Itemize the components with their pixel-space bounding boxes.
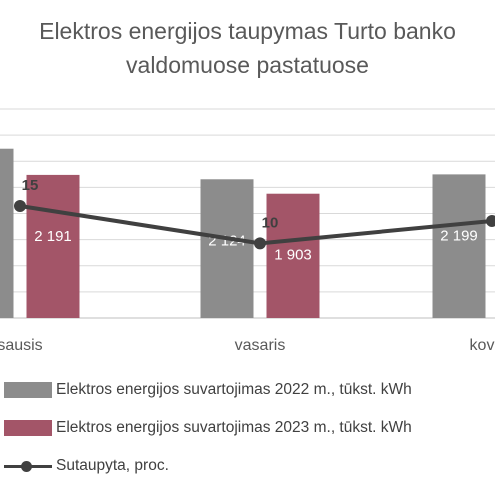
- chart-title-line-2: valdomuose pastatuose: [126, 52, 369, 78]
- bar-data-label: 2 191: [34, 228, 72, 245]
- savings-data-label: 15: [22, 177, 39, 194]
- legend-swatch-2022: [4, 382, 52, 398]
- savings-data-label: 10: [262, 214, 279, 231]
- savings-point-sausis: [14, 200, 26, 213]
- chart-title-line-1: Elektros energijos taupymas Turto banko: [39, 18, 456, 44]
- bar-data-label: 1 903: [274, 247, 312, 264]
- legend-item-savings: Sutaupyta, proc.: [4, 454, 169, 478]
- legend-label-2022: Elektros energijos suvartojimas 2022 m.,…: [56, 381, 412, 398]
- legend-label-savings: Sutaupyta, proc.: [56, 457, 169, 474]
- legend-marker-savings: [4, 458, 52, 474]
- bar-kovas-series-1: [432, 174, 486, 318]
- savings-line: [19, 204, 493, 246]
- legend-item-2022: Elektros energijos suvartojimas 2022 m.,…: [4, 378, 412, 402]
- x-tick-label: sausis: [0, 337, 43, 354]
- savings-point-kovas: [486, 214, 495, 227]
- bar-sausis-series-2: [26, 174, 80, 318]
- bar-sausis-series-1: [0, 148, 14, 318]
- bar-vasaris-series-2: [266, 193, 320, 318]
- legend-label-2023: Elektros energijos suvartojimas 2023 m.,…: [56, 419, 412, 436]
- x-tick-label: kov: [470, 337, 495, 354]
- legend-item-2023: Elektros energijos suvartojimas 2023 m.,…: [4, 416, 412, 440]
- savings-point-vasaris: [254, 237, 266, 250]
- bar-vasaris-series-1: [200, 179, 254, 318]
- x-tick-label: vasaris: [235, 337, 286, 354]
- legend-swatch-2023: [4, 420, 52, 436]
- bar-data-label: 2 199: [440, 227, 478, 244]
- chart-title: Elektros energijos taupymas Turto banko …: [0, 14, 495, 82]
